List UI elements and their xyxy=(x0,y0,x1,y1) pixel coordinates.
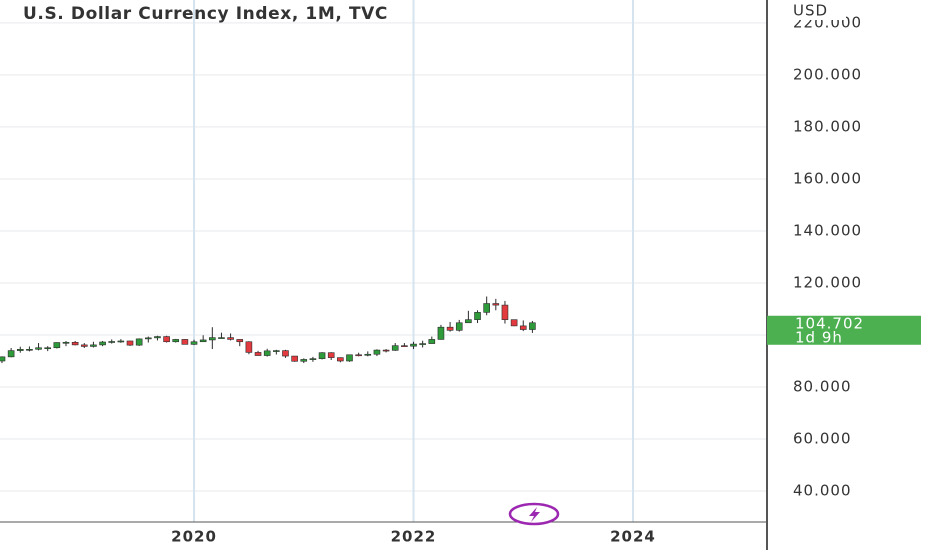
candle-body xyxy=(7,350,15,358)
candle-body xyxy=(135,338,143,346)
grid xyxy=(0,0,766,522)
candle-body xyxy=(300,359,308,362)
candle-body xyxy=(190,341,198,345)
candle-body xyxy=(209,337,216,341)
y-tick-label: 200.000 xyxy=(793,65,862,83)
candle-body xyxy=(446,326,454,331)
candle-body xyxy=(245,341,253,353)
candle-body xyxy=(282,350,289,357)
candle-body xyxy=(126,340,134,346)
candle-body xyxy=(44,347,52,350)
candle-body xyxy=(291,355,298,362)
candle-body xyxy=(218,337,225,339)
candle-body xyxy=(144,337,152,340)
y-tick-label: 180.000 xyxy=(793,117,862,135)
y-tick-label: 140.000 xyxy=(793,221,862,239)
candle-body xyxy=(529,322,536,330)
candle-body xyxy=(35,347,42,350)
candle-body xyxy=(428,339,436,344)
candle-body xyxy=(474,312,481,320)
y-tick-label: 160.000 xyxy=(793,169,862,187)
candle-body xyxy=(483,303,490,313)
chart-title: U.S. Dollar Currency Index, 1M, TVC xyxy=(23,4,388,24)
candle-body xyxy=(437,326,445,340)
candle-body xyxy=(318,352,326,359)
candle-body xyxy=(71,341,79,346)
candle-body xyxy=(410,343,417,347)
y-tick-label: 40.000 xyxy=(793,482,852,500)
candle-body xyxy=(181,339,189,345)
x-tick-label: 2024 xyxy=(610,528,656,546)
event-icon-bolt[interactable] xyxy=(529,507,540,522)
candle-body xyxy=(154,336,161,339)
candle-body xyxy=(117,340,125,343)
candle-body xyxy=(364,353,372,356)
candle-body xyxy=(108,341,116,343)
candle-body xyxy=(236,339,244,343)
candle-body xyxy=(53,342,61,349)
candle-body xyxy=(163,336,170,343)
candle-body xyxy=(373,349,381,355)
candle-body xyxy=(519,325,527,330)
labels: 40.00060.00080.000100.000120.000140.0001… xyxy=(171,0,921,546)
candle-body xyxy=(455,322,463,331)
candle-body xyxy=(254,352,262,356)
candle-body xyxy=(273,350,280,352)
currency-bg xyxy=(786,0,846,20)
candle-body xyxy=(510,319,518,327)
candle-body xyxy=(263,350,271,356)
candle-body xyxy=(172,339,180,343)
y-tick-label: 60.000 xyxy=(793,430,852,448)
x-tick-label: 2020 xyxy=(171,528,217,546)
candle-body xyxy=(355,354,362,357)
candle-body xyxy=(227,337,234,340)
last-price-tag xyxy=(767,315,921,345)
candle-body xyxy=(90,344,97,347)
candle-body xyxy=(199,339,207,343)
x-tick-label: 2022 xyxy=(391,528,437,546)
candle-body xyxy=(337,357,344,362)
y-tick-label: 80.000 xyxy=(793,378,852,396)
candle-body xyxy=(0,356,6,362)
candle-body xyxy=(501,304,509,320)
candle-body xyxy=(16,349,24,351)
event-icon[interactable] xyxy=(508,502,560,526)
countdown-label: 1d 9h xyxy=(795,328,843,346)
candle-body xyxy=(62,341,70,344)
last-price-label: 104.702 xyxy=(795,314,864,332)
candle-body xyxy=(382,349,390,352)
candle-body xyxy=(99,341,106,346)
y-tick-label: 120.000 xyxy=(793,273,862,291)
candle-body xyxy=(327,352,335,358)
candle-body xyxy=(419,343,426,345)
candle-body xyxy=(26,349,33,351)
candle-body xyxy=(80,344,88,347)
candle-body xyxy=(309,358,317,360)
candles xyxy=(0,296,536,364)
candle-body xyxy=(346,354,353,362)
candle-body xyxy=(391,345,399,351)
candle-body xyxy=(492,303,500,306)
candle-body xyxy=(401,345,408,347)
currency-label: USD xyxy=(793,2,828,20)
candle-body xyxy=(465,319,472,324)
